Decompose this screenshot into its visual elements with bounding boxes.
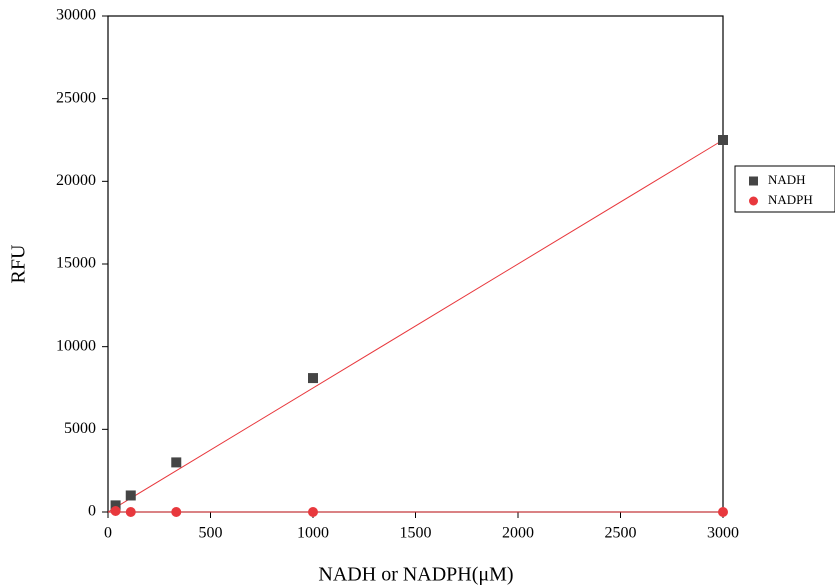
point <box>125 507 136 517</box>
point <box>308 507 318 517</box>
point <box>171 457 182 468</box>
x-tick-label: 2000 <box>502 525 534 542</box>
legend-label: NADH <box>768 172 806 187</box>
x-tick-label: 0 <box>104 525 112 542</box>
point <box>718 135 728 145</box>
y-tick-label: 30000 <box>56 7 96 24</box>
point <box>171 507 182 517</box>
y-tick-label: 5000 <box>64 420 96 437</box>
x-tick-label: 1000 <box>297 525 329 542</box>
y-axis-title: RFU <box>8 244 30 283</box>
x-tick-label: 3000 <box>707 525 739 542</box>
fit-line <box>107 139 724 513</box>
point <box>718 507 728 517</box>
legend-label: NADPH <box>768 192 813 207</box>
point <box>125 490 136 501</box>
x-tick-label: 1500 <box>400 525 432 542</box>
point <box>110 500 121 511</box>
y-tick-label: 20000 <box>56 172 96 189</box>
y-tick-label: 0 <box>88 503 96 520</box>
y-tick-label: 10000 <box>56 337 96 354</box>
y-tick-label: 25000 <box>56 89 96 106</box>
point <box>308 373 318 384</box>
y-tick-label: 15000 <box>56 255 96 272</box>
legend-marker <box>749 176 758 186</box>
x-tick-label: 500 <box>199 525 223 542</box>
plot-frame <box>107 15 724 513</box>
legend-marker <box>749 196 758 206</box>
x-axis-title: NADH or NADPH(μM) <box>318 564 513 586</box>
point <box>110 506 121 517</box>
x-tick-label: 2500 <box>605 525 637 542</box>
